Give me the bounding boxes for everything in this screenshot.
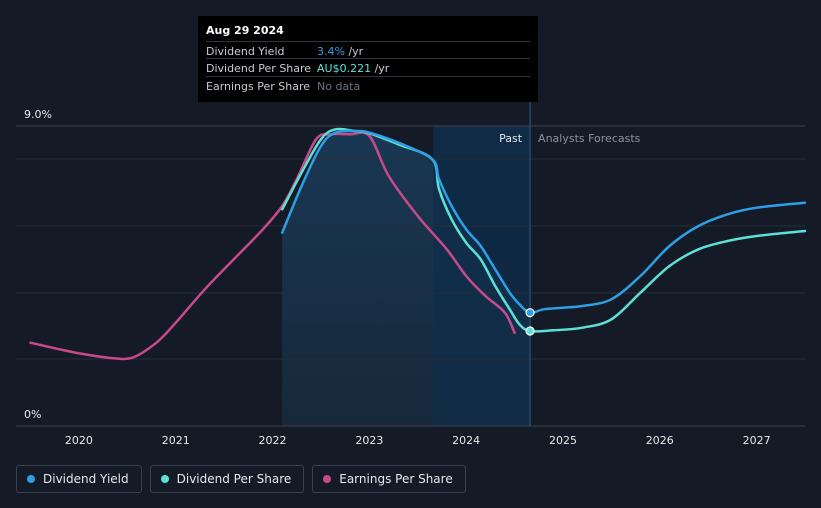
- y-axis-bottom-label: 0%: [24, 408, 41, 421]
- tooltip-value: AU$0.221 /yr: [317, 62, 390, 75]
- tooltip-value: No data: [317, 80, 361, 93]
- line-chart: 9.0% 0% Past Analysts Forecasts 2020 2021 2022…: [16, 102, 807, 447]
- x-tick-label: 2022: [259, 434, 287, 447]
- tooltip-date: Aug 29 2024: [206, 24, 284, 37]
- tooltip: Aug 29 2024 Dividend Yield 3.4% /yr Divi…: [198, 16, 538, 102]
- x-tick-label: 2023: [355, 434, 383, 447]
- x-tick-label: 2025: [549, 434, 577, 447]
- legend-item-dividend-yield[interactable]: Dividend Yield: [16, 465, 142, 493]
- y-axis-top-label: 9.0%: [24, 108, 52, 121]
- legend-label: Earnings Per Share: [339, 472, 453, 486]
- tooltip-label: Dividend Per Share: [206, 62, 312, 75]
- tooltip-row-dividend-yield: Dividend Yield 3.4% /yr: [206, 41, 530, 59]
- legend-label: Dividend Yield: [43, 472, 129, 486]
- legend-item-dividend-per-share[interactable]: Dividend Per Share: [149, 465, 305, 493]
- legend-dot-icon: [323, 475, 332, 483]
- tooltip-row-earnings-per-share: Earnings Per Share No data: [206, 76, 530, 94]
- x-tick-label: 2021: [162, 434, 190, 447]
- x-tick-label: 2020: [65, 434, 93, 447]
- forecast-label: Analysts Forecasts: [538, 132, 641, 145]
- past-label: Past: [499, 132, 523, 145]
- marker-dividend-per-share: [525, 326, 535, 336]
- tooltip-row-dividend-per-share: Dividend Per Share AU$0.221 /yr: [206, 58, 530, 76]
- legend-dot-icon: [27, 475, 35, 483]
- tooltip-label: Earnings Per Share: [206, 80, 311, 93]
- chart-area: 9.0% 0% Past Analysts Forecasts 2020 2021 2022…: [16, 16, 807, 447]
- legend-dot-icon: [160, 475, 169, 483]
- x-tick-label: 2024: [452, 434, 480, 447]
- series-line-dividend-yield: [280, 129, 807, 315]
- tooltip-value: 3.4% /yr: [317, 45, 364, 58]
- x-tick-label: 2027: [743, 434, 771, 447]
- legend-item-earnings-per-share[interactable]: Earnings Per Share: [312, 465, 466, 493]
- legend-label: Dividend Per Share: [176, 472, 292, 486]
- marker-dividend-yield: [525, 308, 535, 318]
- tooltip-label: Dividend Yield: [206, 45, 285, 58]
- x-tick-label: 2026: [646, 434, 674, 447]
- past-region-highlight: [433, 126, 531, 426]
- legend: Dividend Yield Dividend Per Share Earnin…: [16, 465, 466, 495]
